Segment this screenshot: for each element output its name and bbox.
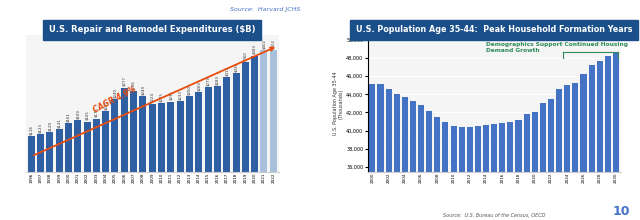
Text: $279: $279: [206, 76, 210, 86]
Bar: [605, 56, 611, 220]
Bar: [499, 123, 506, 220]
Text: $402: $402: [262, 38, 266, 49]
Bar: [111, 99, 118, 172]
Text: $200: $200: [104, 100, 108, 110]
Text: $116: $116: [29, 125, 33, 135]
Bar: [214, 86, 221, 172]
Text: $250: $250: [188, 85, 191, 95]
Text: $165: $165: [85, 111, 89, 120]
Text: $360: $360: [243, 51, 247, 61]
Bar: [385, 89, 392, 220]
Text: $240: $240: [113, 88, 117, 98]
Bar: [467, 127, 473, 220]
Bar: [65, 123, 72, 172]
Bar: [572, 83, 579, 220]
Text: $326: $326: [234, 62, 238, 72]
Bar: [177, 101, 184, 172]
Bar: [556, 89, 562, 220]
Bar: [130, 91, 137, 172]
Bar: [459, 127, 465, 220]
Text: $402: $402: [271, 38, 275, 49]
Bar: [369, 84, 376, 220]
Text: $123: $123: [38, 123, 42, 133]
Text: Source:  U.S. Bureau of the Census, OECD: Source: U.S. Bureau of the Census, OECD: [443, 213, 545, 218]
Bar: [402, 97, 408, 220]
Bar: [140, 96, 147, 172]
Bar: [426, 111, 432, 220]
Bar: [548, 99, 554, 220]
Bar: [435, 117, 440, 220]
Bar: [56, 129, 63, 172]
Text: $175: $175: [94, 107, 99, 117]
Bar: [102, 111, 109, 172]
Bar: [148, 104, 156, 172]
Text: $263: $263: [196, 81, 201, 91]
Bar: [232, 73, 239, 172]
Text: $313: $313: [225, 66, 228, 75]
Text: 10: 10: [613, 205, 630, 218]
Bar: [418, 105, 424, 220]
Bar: [93, 119, 100, 172]
Text: CAGR 4.9%: CAGR 4.9%: [92, 84, 138, 114]
Bar: [540, 103, 546, 220]
Text: Source:  Harvard JCHS: Source: Harvard JCHS: [230, 7, 301, 12]
Text: Demographics Support Continued Housing
Demand Growth: Demographics Support Continued Housing D…: [486, 42, 628, 53]
Bar: [251, 55, 258, 172]
Bar: [613, 53, 619, 220]
Bar: [270, 50, 276, 172]
Text: $141: $141: [57, 118, 61, 128]
Text: $383: $383: [253, 44, 257, 54]
Bar: [223, 77, 230, 172]
Bar: [596, 61, 603, 220]
Bar: [121, 88, 128, 172]
Text: $277: $277: [122, 76, 126, 86]
Text: $233: $233: [178, 90, 182, 100]
Text: $225: $225: [159, 92, 164, 102]
Bar: [442, 123, 449, 220]
Bar: [524, 114, 530, 220]
Bar: [589, 65, 595, 220]
Bar: [532, 112, 538, 220]
Bar: [46, 132, 53, 172]
Bar: [394, 94, 400, 220]
Bar: [564, 85, 570, 220]
Text: $224: $224: [150, 92, 154, 103]
Bar: [37, 134, 44, 172]
Bar: [410, 101, 416, 220]
Text: $129: $129: [48, 121, 52, 131]
Bar: [186, 96, 193, 172]
Text: $266: $266: [132, 80, 136, 90]
Text: $161: $161: [67, 112, 70, 122]
Bar: [242, 62, 249, 172]
Bar: [508, 123, 513, 220]
Bar: [74, 120, 81, 172]
Bar: [515, 120, 522, 220]
Bar: [84, 122, 90, 172]
Title: U.S. Repair and Remodel Expenditures ($B): U.S. Repair and Remodel Expenditures ($B…: [49, 26, 255, 34]
Bar: [168, 102, 174, 172]
Bar: [378, 84, 383, 220]
Bar: [28, 136, 35, 172]
Bar: [195, 92, 202, 172]
Bar: [580, 74, 586, 220]
Bar: [260, 50, 268, 172]
Bar: [158, 103, 165, 172]
Bar: [491, 124, 497, 220]
Text: $249: $249: [141, 85, 145, 95]
Title: U.S. Population Age 35-44:  Peak Household Formation Years: U.S. Population Age 35-44: Peak Househol…: [356, 26, 632, 34]
Bar: [205, 87, 212, 172]
Y-axis label: U.S. Population Age 35-44
(Thousands): U.S. Population Age 35-44 (Thousands): [333, 72, 344, 135]
Bar: [475, 126, 481, 220]
Bar: [451, 126, 456, 220]
Text: $231: $231: [169, 90, 173, 100]
Text: $169: $169: [76, 109, 80, 119]
Bar: [483, 125, 489, 220]
Text: $283: $283: [216, 75, 220, 85]
